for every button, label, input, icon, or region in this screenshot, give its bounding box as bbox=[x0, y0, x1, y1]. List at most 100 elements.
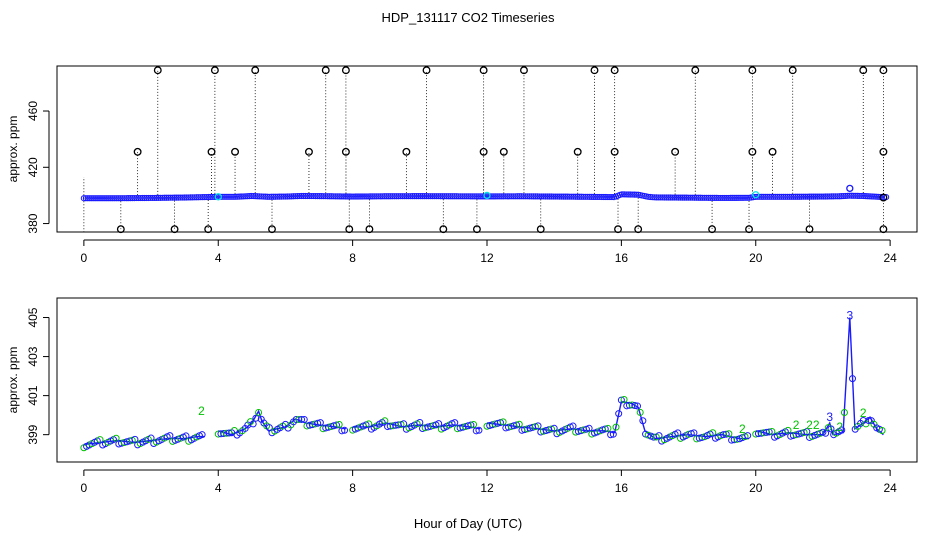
baseline-point bbox=[84, 195, 92, 202]
baseline-point bbox=[572, 193, 579, 200]
count-label: 2 bbox=[198, 404, 205, 418]
baseline-point bbox=[328, 193, 335, 200]
baseline-point bbox=[441, 193, 448, 200]
series-point bbox=[534, 422, 542, 430]
spike-point bbox=[748, 147, 757, 156]
baseline-point bbox=[248, 192, 255, 200]
baseline-point bbox=[358, 193, 366, 200]
baseline-point bbox=[774, 193, 781, 200]
baseline-point bbox=[115, 195, 122, 202]
y-tick-label: 403 bbox=[26, 346, 40, 366]
baseline-point bbox=[369, 193, 376, 200]
series-point bbox=[631, 402, 639, 410]
series-point bbox=[249, 420, 257, 428]
baseline-point bbox=[828, 193, 835, 200]
baseline-point bbox=[266, 193, 273, 200]
y-tick-label: 420 bbox=[26, 157, 40, 177]
baseline-point bbox=[506, 193, 513, 200]
baseline-point bbox=[175, 194, 182, 201]
baseline-point bbox=[727, 194, 734, 202]
baseline-point bbox=[760, 193, 767, 200]
baseline-point bbox=[564, 193, 571, 200]
baseline-point bbox=[308, 192, 315, 200]
series-point bbox=[754, 430, 762, 438]
baseline-point bbox=[717, 194, 724, 202]
baseline-point bbox=[622, 191, 630, 198]
series-point bbox=[255, 408, 263, 416]
baseline-point bbox=[542, 193, 549, 200]
baseline-point bbox=[157, 194, 164, 201]
baseline-point bbox=[471, 193, 479, 200]
baseline-point bbox=[278, 193, 285, 200]
baseline-point bbox=[173, 194, 180, 201]
baseline-point bbox=[221, 193, 229, 200]
baseline-point bbox=[741, 194, 749, 201]
baseline-point bbox=[657, 194, 664, 201]
baseline-point bbox=[838, 193, 845, 200]
baseline-point bbox=[262, 193, 269, 200]
baseline-point bbox=[570, 193, 577, 200]
baseline-point bbox=[508, 193, 515, 200]
baseline-point bbox=[381, 193, 388, 200]
baseline-point bbox=[715, 194, 722, 202]
baseline-point bbox=[528, 193, 535, 200]
baseline-point bbox=[113, 195, 120, 202]
baseline-point bbox=[373, 193, 380, 200]
y-axis: 380 420 460 bbox=[26, 101, 50, 234]
baseline-point bbox=[737, 194, 745, 201]
baseline-point bbox=[479, 193, 487, 200]
series-point bbox=[674, 429, 682, 437]
baseline-point bbox=[104, 195, 112, 202]
y-axis-label: approx. ppm bbox=[6, 116, 20, 183]
series-point bbox=[601, 425, 609, 433]
baseline-point bbox=[429, 193, 436, 200]
baseline-point bbox=[252, 193, 259, 200]
baseline-point bbox=[510, 193, 517, 200]
baseline-point bbox=[191, 194, 198, 201]
spike-point bbox=[422, 66, 431, 75]
baseline-point bbox=[100, 195, 108, 202]
spike-point bbox=[210, 66, 219, 75]
baseline-point bbox=[151, 194, 158, 202]
baseline-point bbox=[231, 193, 239, 200]
baseline-point bbox=[538, 193, 545, 200]
baseline-point bbox=[707, 194, 714, 201]
series-point bbox=[513, 421, 521, 429]
baseline-point bbox=[870, 193, 878, 200]
baseline-point bbox=[217, 193, 225, 200]
baseline-point bbox=[233, 193, 241, 200]
y-tick-label: 399 bbox=[26, 424, 40, 444]
baseline-point bbox=[304, 192, 311, 200]
baseline-point bbox=[268, 193, 275, 200]
baseline-point bbox=[624, 191, 632, 198]
baseline-point bbox=[256, 193, 263, 200]
baseline-point bbox=[423, 193, 430, 200]
baseline-point bbox=[403, 193, 410, 200]
series-point bbox=[389, 422, 397, 430]
baseline-point bbox=[576, 193, 583, 200]
baseline-point bbox=[659, 194, 666, 201]
baseline-point bbox=[375, 193, 382, 200]
count-label: 2 bbox=[806, 418, 813, 432]
series-point bbox=[198, 431, 206, 439]
baseline-point bbox=[379, 193, 386, 200]
series-point bbox=[341, 426, 349, 434]
series-point bbox=[365, 420, 373, 428]
baseline-point bbox=[558, 193, 565, 200]
count-label: 3 bbox=[846, 309, 853, 323]
baseline-point bbox=[536, 193, 543, 200]
series-point bbox=[752, 430, 760, 438]
baseline-point bbox=[294, 193, 301, 200]
baseline-point bbox=[794, 193, 801, 200]
outlier-point bbox=[846, 184, 854, 193]
baseline-point bbox=[135, 194, 142, 202]
series-point bbox=[300, 415, 308, 423]
baseline-point bbox=[296, 192, 303, 200]
baseline-point bbox=[96, 195, 104, 202]
baseline-point bbox=[117, 195, 124, 202]
series-point bbox=[220, 430, 228, 438]
spike-point bbox=[231, 147, 239, 156]
baseline-point bbox=[560, 193, 567, 200]
baseline-point bbox=[548, 193, 555, 200]
series-point bbox=[451, 419, 459, 427]
